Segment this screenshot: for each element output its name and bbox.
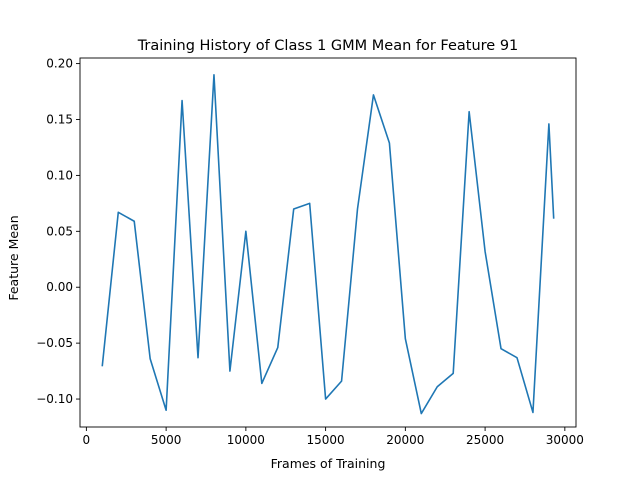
x-tick-label: 20000 [386,433,424,447]
x-tick-label: 30000 [546,433,584,447]
x-tick-label: 0 [83,433,91,447]
chart-title: Training History of Class 1 GMM Mean for… [137,38,519,54]
y-tick-label: −0.05 [36,336,73,350]
y-axis-label: Feature Mean [6,215,21,300]
y-tick-label: 0.05 [46,224,73,238]
x-tick-label: 5000 [151,433,182,447]
y-tick-label: 0.15 [46,113,73,127]
x-tick-label: 10000 [227,433,265,447]
y-tick-label: 0.00 [46,280,73,294]
y-tick-label: 0.20 [46,57,73,71]
y-tick-label: 0.10 [46,168,73,182]
x-axis-label: Frames of Training [271,456,386,471]
x-tick-label: 25000 [466,433,504,447]
x-tick-label: 15000 [307,433,345,447]
y-tick-label: −0.10 [36,392,73,406]
